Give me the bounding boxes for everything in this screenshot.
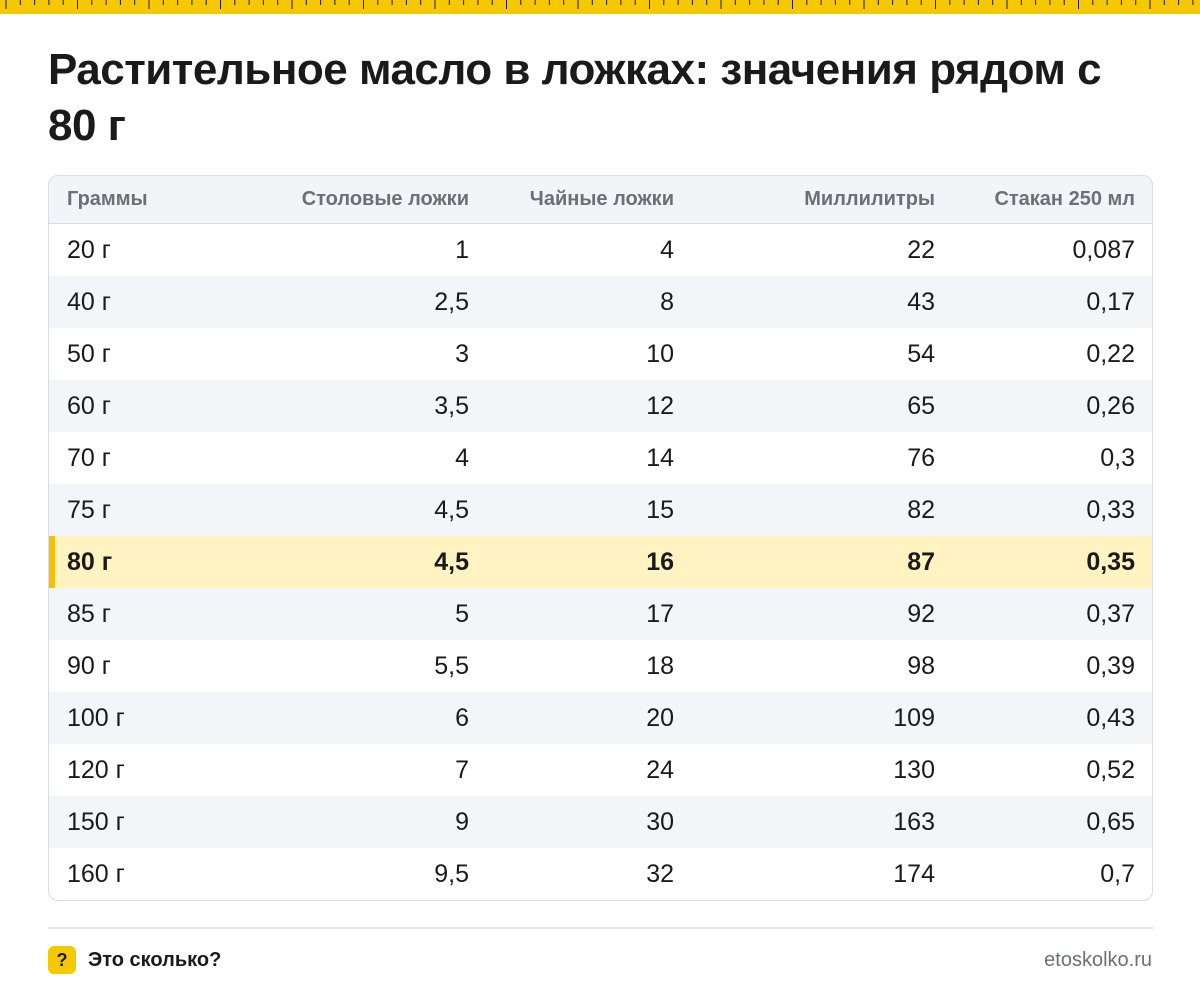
header-grams: Граммы (67, 188, 148, 210)
cell-milliliters: 76 (907, 443, 935, 472)
table-header: Граммы Столовые ложки Чайные ложки Милли… (49, 176, 1152, 224)
table-row: 90 г 5,5 18 98 0,39 (49, 640, 1152, 692)
cell-tablespoons: 3 (455, 339, 469, 368)
cell-tablespoons: 5,5 (434, 651, 469, 680)
table-row: 75 г 4,5 15 82 0,33 (49, 484, 1152, 536)
cell-milliliters: 54 (907, 339, 935, 368)
cell-milliliters: 130 (893, 755, 935, 784)
brand-name: Это сколько? (88, 948, 222, 971)
conversion-table: Граммы Столовые ложки Чайные ложки Милли… (48, 175, 1153, 901)
cell-tablespoons: 9 (455, 807, 469, 836)
cell-grams: 100 г (67, 703, 125, 732)
cell-tablespoons: 1 (455, 235, 469, 264)
cell-milliliters: 92 (907, 599, 935, 628)
table-row: 100 г 6 20 109 0,43 (49, 692, 1152, 744)
cell-teaspoons: 8 (660, 287, 674, 316)
cell-milliliters: 65 (907, 391, 935, 420)
cell-teaspoons: 14 (646, 443, 674, 472)
cell-teaspoons: 20 (646, 703, 674, 732)
table-body: 20 г 1 4 22 0,087 40 г 2,5 8 43 0,17 50 г 3 10 54 0,22… (49, 224, 1152, 900)
cell-teaspoons: 15 (646, 495, 674, 524)
ruler-strip (0, 0, 1200, 14)
table-row: 85 г 5 17 92 0,37 (49, 588, 1152, 640)
cell-tablespoons: 9,5 (434, 859, 469, 888)
cell-grams: 60 г (67, 391, 111, 420)
cell-teaspoons: 4 (660, 235, 674, 264)
header-glass: Стакан 250 мл (994, 188, 1135, 210)
cell-grams: 40 г (67, 287, 111, 316)
cell-grams: 70 г (67, 443, 111, 472)
cell-glass: 0,087 (1072, 235, 1135, 264)
header-teaspoons: Чайные ложки (529, 188, 674, 210)
cell-tablespoons: 5 (455, 599, 469, 628)
cell-glass: 0,43 (1086, 703, 1135, 732)
cell-tablespoons: 3,5 (434, 391, 469, 420)
cell-tablespoons: 6 (455, 703, 469, 732)
cell-teaspoons: 24 (646, 755, 674, 784)
ruler-ticks (5, 0, 1194, 9)
cell-milliliters: 43 (907, 287, 935, 316)
cell-glass: 0,3 (1100, 443, 1135, 472)
cell-glass: 0,17 (1086, 287, 1135, 316)
header-milliliters: Миллилитры (804, 188, 935, 210)
header-tablespoons: Столовые ложки (301, 188, 469, 210)
table-row: 50 г 3 10 54 0,22 (49, 328, 1152, 380)
table-row: 20 г 1 4 22 0,087 (49, 224, 1152, 276)
page-title: Растительное масло в ложках: значения ря… (48, 45, 1102, 150)
cell-milliliters: 82 (907, 495, 935, 524)
cell-grams: 75 г (67, 495, 111, 524)
table-row: 120 г 7 24 130 0,52 (49, 744, 1152, 796)
footer-divider (48, 927, 1153, 929)
cell-grams: 85 г (67, 599, 111, 628)
cell-glass: 0,37 (1086, 599, 1135, 628)
table-row: 40 г 2,5 8 43 0,17 (49, 276, 1152, 328)
table-row-highlighted: 80 г 4,5 16 87 0,35 (49, 536, 1152, 588)
cell-teaspoons: 32 (646, 859, 674, 888)
cell-milliliters: 22 (907, 235, 935, 264)
cell-glass: 0,65 (1086, 807, 1135, 836)
cell-teaspoons: 30 (646, 807, 674, 836)
cell-teaspoons: 12 (646, 391, 674, 420)
cell-tablespoons: 7 (455, 755, 469, 784)
cell-milliliters: 109 (893, 703, 935, 732)
cell-grams: 90 г (67, 651, 111, 680)
cell-grams: 160 г (67, 859, 125, 888)
table-row: 150 г 9 30 163 0,65 (49, 796, 1152, 848)
cell-tablespoons: 4 (455, 443, 469, 472)
site-link[interactable]: etoskolko.ru (1044, 948, 1152, 971)
cell-grams: 120 г (67, 755, 125, 784)
cell-glass: 0,39 (1086, 651, 1135, 680)
cell-milliliters: 98 (907, 651, 935, 680)
cell-milliliters: 87 (907, 547, 935, 576)
cell-glass: 0,35 (1086, 547, 1135, 576)
cell-teaspoons: 18 (646, 651, 674, 680)
table-row: 160 г 9,5 32 174 0,7 (49, 848, 1152, 900)
question-badge-icon: ? (48, 946, 76, 974)
cell-teaspoons: 17 (646, 599, 674, 628)
cell-glass: 0,33 (1086, 495, 1135, 524)
cell-teaspoons: 10 (646, 339, 674, 368)
cell-grams: 20 г (67, 235, 111, 264)
cell-milliliters: 174 (893, 859, 935, 888)
cell-grams: 150 г (67, 807, 125, 836)
cell-glass: 0,26 (1086, 391, 1135, 420)
cell-teaspoons: 16 (646, 547, 674, 576)
cell-milliliters: 163 (893, 807, 935, 836)
cell-glass: 0,7 (1100, 859, 1135, 888)
table-row: 60 г 3,5 12 65 0,26 (49, 380, 1152, 432)
cell-glass: 0,22 (1086, 339, 1135, 368)
cell-tablespoons: 4,5 (434, 547, 469, 576)
cell-tablespoons: 4,5 (434, 495, 469, 524)
cell-grams: 50 г (67, 339, 111, 368)
cell-grams: 80 г (67, 547, 113, 576)
cell-glass: 0,52 (1086, 755, 1135, 784)
table-row: 70 г 4 14 76 0,3 (49, 432, 1152, 484)
cell-tablespoons: 2,5 (434, 287, 469, 316)
